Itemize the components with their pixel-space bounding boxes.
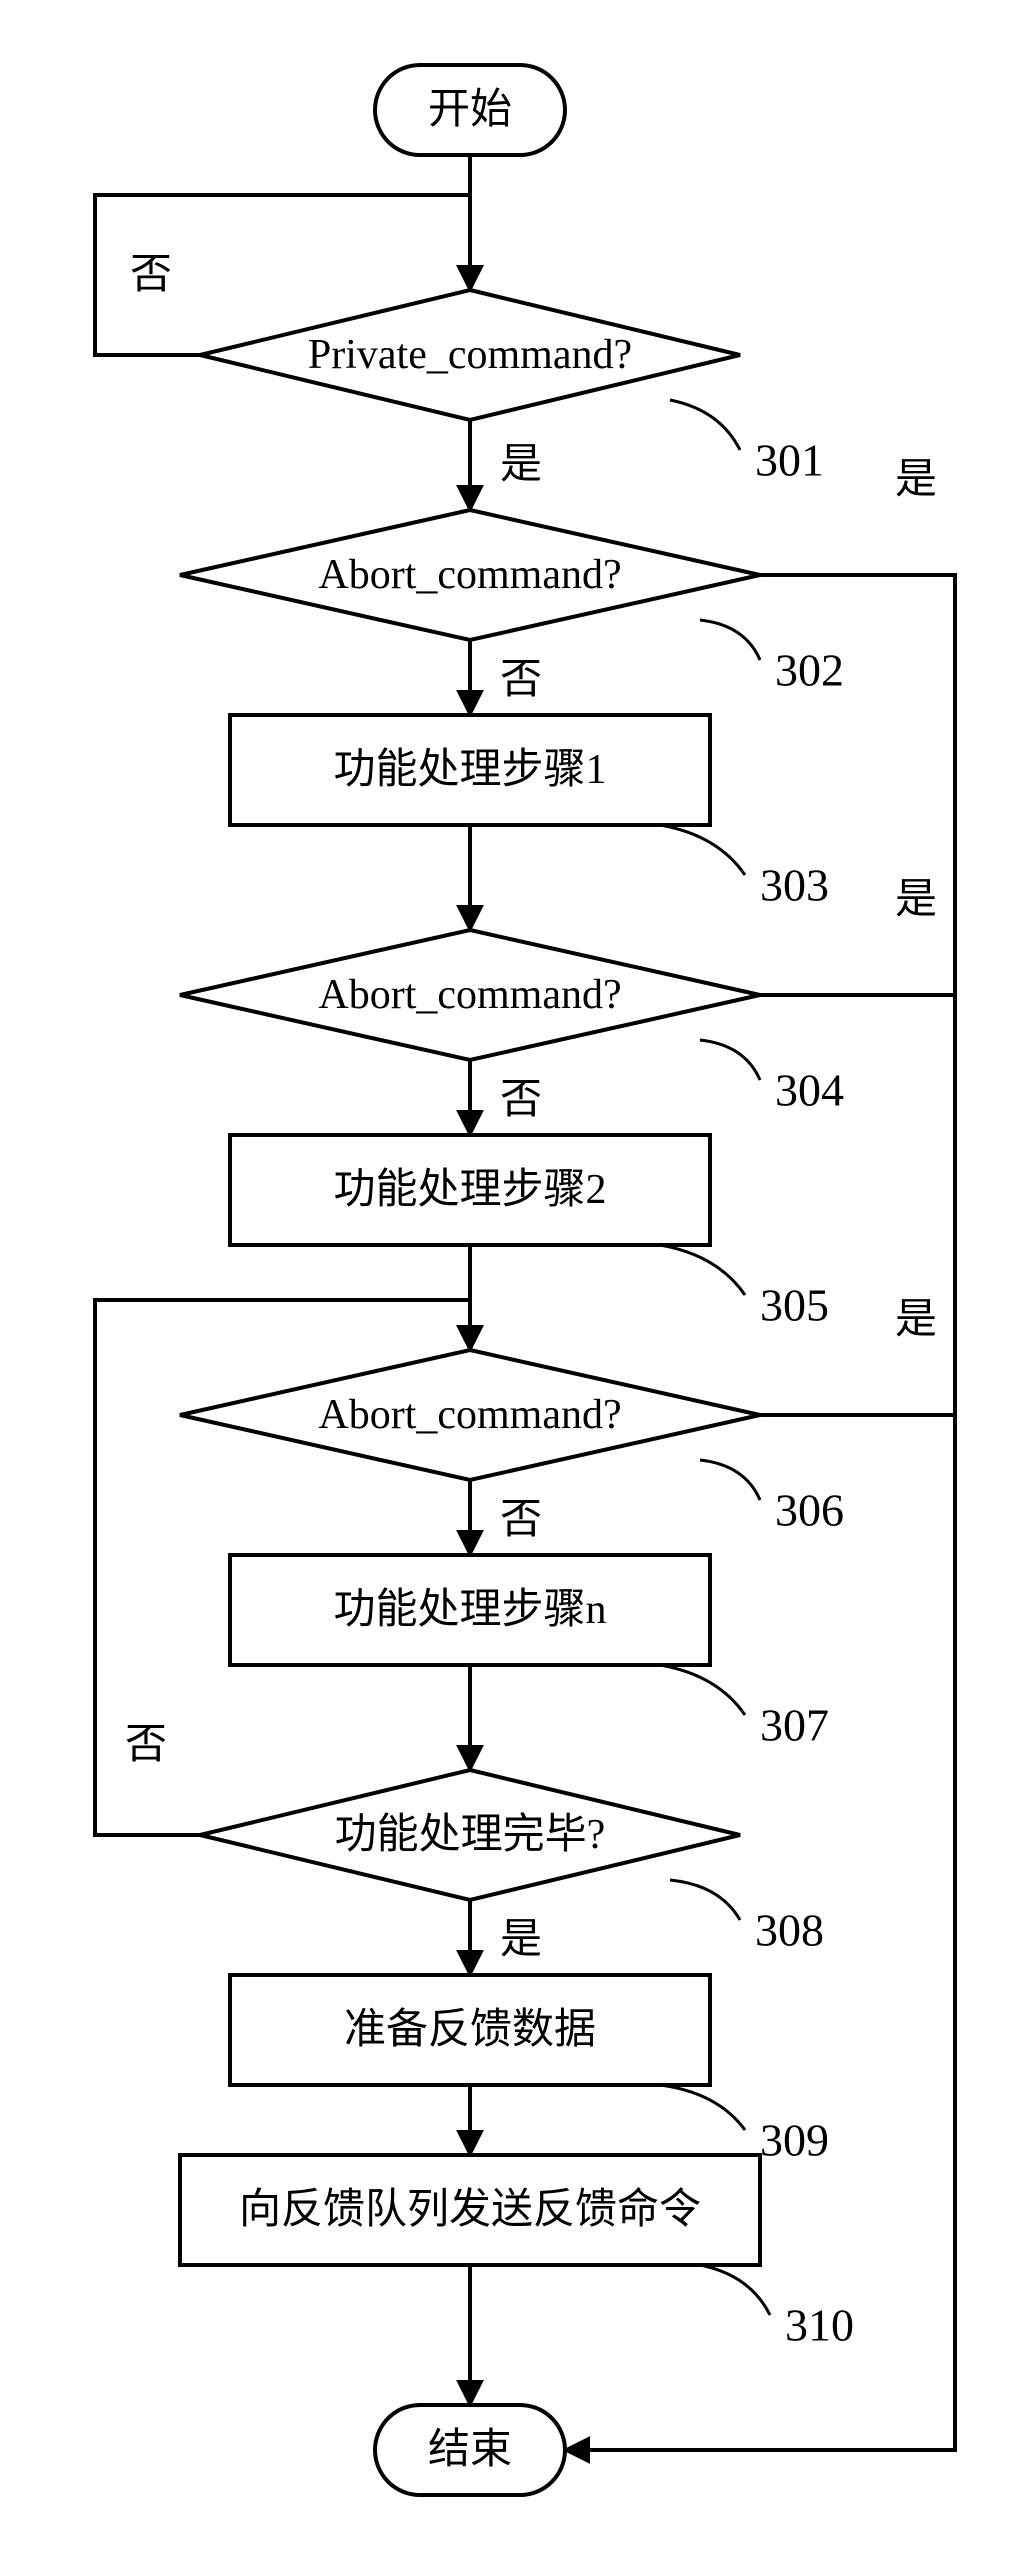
ref-leader	[700, 2265, 770, 2315]
ref-number: 305	[760, 1280, 829, 1331]
edge-label: 是	[500, 1917, 542, 1963]
ref-number: 304	[775, 1065, 844, 1116]
ref-number: 306	[775, 1485, 844, 1536]
node-label: Private_command?	[308, 332, 632, 378]
ref-leader	[660, 1665, 745, 1715]
node-label: 功能处理步骤n	[333, 1587, 606, 1633]
ref-number: 308	[755, 1905, 824, 1956]
edge-label: 是	[895, 457, 937, 503]
ref-number: 301	[755, 435, 824, 486]
edge-label: 否	[130, 252, 172, 298]
ref-leader	[670, 1880, 740, 1920]
ref-number: 302	[775, 645, 844, 696]
ref-leader	[660, 1245, 745, 1295]
edge-label: 是	[895, 877, 937, 923]
node-label: 功能处理步骤1	[333, 747, 606, 793]
ref-leader	[700, 1460, 760, 1500]
edge-label: 否	[500, 657, 542, 703]
node-label: Abort_command?	[318, 1392, 621, 1438]
edge-label: 是	[895, 1297, 937, 1343]
node-label: 结束	[428, 2427, 512, 2473]
ref-leader	[660, 825, 745, 875]
ref-number: 307	[760, 1700, 829, 1751]
node-label: 功能处理步骤2	[333, 1167, 606, 1213]
node-label: Abort_command?	[318, 552, 621, 598]
node-label: 准备反馈数据	[344, 2007, 596, 2053]
node-label: 向反馈队列发送反馈命令	[239, 2186, 701, 2233]
edge-label: 否	[500, 1497, 542, 1543]
ref-leader	[700, 620, 760, 660]
edge-label: 否	[125, 1722, 167, 1768]
ref-leader	[700, 1040, 760, 1080]
edge-label: 否	[500, 1077, 542, 1123]
ref-number: 303	[760, 860, 829, 911]
edge-label: 是	[500, 442, 542, 488]
flowchart-canvas: 是否否否是否否是是是开始Private_command?Abort_comman…	[0, 0, 1019, 2569]
ref-leader	[660, 2085, 745, 2130]
ref-leader	[670, 400, 740, 450]
ref-number: 310	[785, 2300, 854, 2351]
ref-number: 309	[760, 2115, 829, 2166]
node-label: 功能处理完毕?	[335, 1811, 606, 1858]
node-label: Abort_command?	[318, 972, 621, 1018]
node-label: 开始	[428, 87, 512, 133]
